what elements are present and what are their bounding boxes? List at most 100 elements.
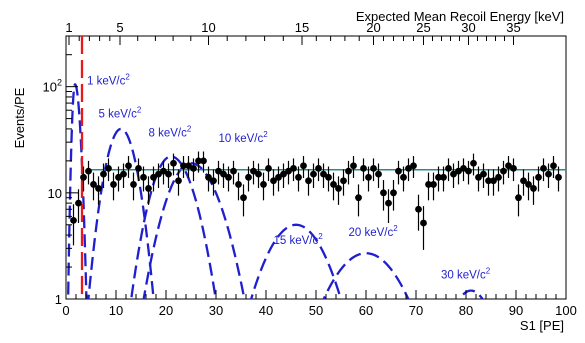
data-point (480, 170, 487, 178)
data-point (545, 170, 552, 178)
data-point (220, 170, 227, 178)
data-point (145, 185, 152, 192)
top-tick-label: 30 (461, 20, 475, 35)
data-point (355, 194, 362, 202)
data-point (155, 170, 162, 178)
data-point (310, 170, 317, 178)
data-point (470, 159, 477, 167)
data-point (255, 170, 262, 178)
signal-curve (130, 155, 217, 299)
data-point (365, 173, 372, 181)
data-point (490, 177, 497, 185)
data-point (105, 164, 112, 172)
curve-label-exponent: 2 (393, 224, 398, 233)
curve-label-exponent: 2 (137, 106, 142, 115)
data-point (550, 162, 557, 170)
data-point (80, 173, 87, 181)
data-point (95, 185, 102, 192)
data-point (540, 164, 547, 172)
data-point (475, 173, 482, 181)
curve-label-exponent: 2 (125, 72, 130, 81)
signal-curve (87, 127, 155, 299)
data-point (335, 185, 342, 192)
data-point (265, 164, 272, 172)
top-tick-label: 25 (416, 20, 430, 35)
x-tick-label: 50 (309, 303, 323, 318)
data-point (410, 162, 417, 170)
data-point (210, 177, 217, 185)
top-tick-label: 1 (65, 20, 72, 35)
x-tick-label: 30 (209, 303, 223, 318)
x-tick-label: 20 (159, 303, 173, 318)
data-point (435, 173, 442, 181)
data-point (85, 167, 92, 175)
data-point (290, 164, 297, 172)
data-point (235, 181, 242, 188)
data-point (125, 162, 132, 170)
data-point (425, 181, 432, 188)
data-point (330, 181, 337, 188)
top-tick-label: 20 (366, 20, 380, 35)
data-point (225, 173, 232, 181)
data-point (185, 162, 192, 170)
data-point (400, 173, 407, 181)
x-tick-label: 100 (555, 303, 577, 318)
data-point (350, 162, 357, 170)
x-tick-label: 90 (509, 303, 523, 318)
data-point (415, 205, 422, 213)
top-tick-label: 5 (116, 20, 123, 35)
data-point (385, 199, 392, 207)
data-point (395, 167, 402, 175)
data-point (325, 173, 332, 181)
data-point (315, 164, 322, 172)
curve-label: 30 keV/c2 (441, 266, 491, 281)
data-point (90, 181, 97, 188)
data-point (200, 157, 207, 165)
data-point (360, 164, 367, 172)
data-point (390, 189, 397, 197)
data-point (305, 177, 312, 185)
data-point (535, 173, 542, 181)
data-point (190, 164, 197, 172)
top-tick-label: 10 (201, 20, 215, 35)
data-point (215, 167, 222, 175)
data-point (340, 177, 347, 185)
data-point (505, 162, 512, 170)
x-tick-label: 80 (459, 303, 473, 318)
data-point (240, 194, 247, 202)
curve-label: 10 keV/c2 (219, 130, 269, 145)
y-tick-label: 1 (55, 292, 62, 307)
data-point (245, 173, 252, 181)
data-points (70, 151, 562, 250)
signal-curves (66, 83, 484, 299)
signal-curve (249, 223, 343, 299)
x-tick-label: 60 (359, 303, 373, 318)
signal-curve (458, 289, 484, 299)
data-point (75, 199, 82, 207)
data-point (275, 173, 282, 181)
y-tick-label: 102 (43, 78, 62, 95)
data-point (270, 177, 277, 185)
curve-label: 1 keV/c2 (87, 72, 130, 87)
curve-label-exponent: 2 (187, 124, 192, 133)
y-tick-exponent: 2 (57, 78, 62, 88)
data-point (170, 159, 177, 167)
data-point (195, 157, 202, 165)
data-point (295, 173, 302, 181)
data-point (530, 185, 537, 192)
data-point (370, 164, 377, 172)
data-point (115, 173, 122, 181)
curve-label: 5 keV/c2 (99, 106, 142, 121)
y-tick-label: 10 (48, 186, 62, 201)
data-point (440, 173, 447, 181)
data-point (180, 162, 187, 170)
data-point (495, 173, 502, 181)
data-point (160, 167, 167, 175)
data-point (520, 177, 527, 185)
data-point (150, 173, 157, 181)
data-point (420, 219, 427, 227)
top-tick-label: 15 (295, 20, 309, 35)
data-point (515, 194, 522, 202)
